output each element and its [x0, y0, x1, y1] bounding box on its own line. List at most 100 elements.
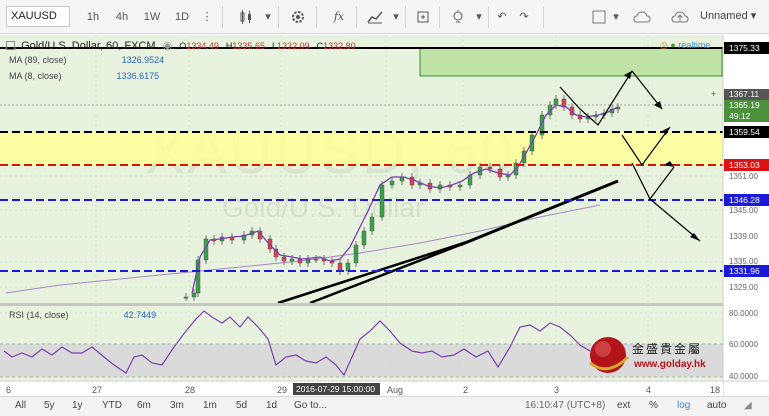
current-price-marker: + [711, 89, 716, 99]
range-3m-button[interactable]: 3m [170, 400, 184, 411]
layout-box-icon[interactable] [588, 5, 610, 28]
compare-dropdown-icon[interactable]: ▾ [393, 11, 399, 23]
range-all-button[interactable]: All [15, 400, 27, 411]
redo-icon[interactable]: ↷ [519, 11, 529, 23]
resize-chart-icon[interactable]: ◢ [744, 400, 752, 411]
chart-style-icon[interactable] [232, 5, 260, 28]
price-tick: 1339.00 [729, 232, 758, 241]
ma-89-legend: MA (89, close) 1326.9524 [9, 55, 164, 65]
level-label-1353-bg [724, 159, 769, 171]
trendline-middle [309, 243, 461, 305]
interval-4h-button[interactable]: 4h [115, 10, 129, 23]
layout-dropdown-icon[interactable]: ▾ [613, 11, 619, 23]
toolbar-divider [488, 6, 489, 28]
range-6m-button[interactable]: 6m [137, 400, 151, 411]
time-tick: 18 [710, 385, 720, 395]
realtime-status: ◷ ● realtime [660, 40, 710, 51]
level-label-1359-bg [724, 126, 769, 138]
candle-body [457, 184, 463, 188]
visibility-eye-icon[interactable]: ◉ [162, 40, 173, 52]
interval-1w-button[interactable]: 1W [143, 10, 161, 23]
level-label-1367: 1367.11 [729, 89, 759, 99]
compare-chart-icon[interactable] [362, 5, 388, 28]
lightbulb-dropdown-icon[interactable]: ▾ [476, 11, 482, 23]
trendline-upper [459, 179, 619, 247]
time-tick: Aug [387, 385, 403, 395]
logo-globe-highlight [595, 341, 611, 357]
candle-body [183, 296, 189, 299]
ma-8-line [191, 104, 619, 294]
level-label-1375: 1375.33 [729, 43, 760, 53]
level-label-1331: 1331.96 [729, 266, 760, 276]
candle-body [409, 176, 415, 186]
price-chart[interactable]: XAUUSD, 60 Gold/U.S. Dollar [0, 35, 769, 416]
rsi-label: RSI (14, close) [9, 310, 69, 320]
cloud-save-icon[interactable] [667, 5, 693, 28]
log-toggle[interactable]: log [677, 400, 691, 411]
candle-body [553, 98, 559, 106]
ext-toggle[interactable]: ext [617, 400, 631, 411]
ohlc-high: H1335.65 [225, 41, 265, 51]
ma-8-value: 1336.6175 [116, 71, 160, 81]
range-5d-button[interactable]: 5d [236, 400, 248, 411]
range-1d-button[interactable]: 1d [266, 400, 278, 411]
undo-icon[interactable]: ↶ [497, 11, 507, 23]
candle-body [337, 262, 343, 272]
candle-body [487, 166, 493, 170]
range-1y-button[interactable]: 1y [72, 400, 83, 411]
range-ytd-button[interactable]: YTD [102, 400, 122, 411]
settings-gear-icon[interactable] [286, 5, 310, 28]
auto-toggle[interactable]: auto [707, 400, 727, 411]
ma-8-label: MA (8, close) [9, 71, 62, 81]
chart-area[interactable]: XAUUSD, 60 Gold/U.S. Dollar [0, 35, 769, 416]
interval-1d-button[interactable]: 1D [174, 10, 190, 23]
user-menu[interactable]: Unnamed ▾ [700, 5, 756, 28]
collapse-icon[interactable] [6, 41, 15, 50]
interval-1h-button[interactable]: 1h [86, 10, 100, 23]
range-1m-button[interactable]: 1m [203, 400, 217, 411]
level-label-1346-bg [724, 194, 769, 206]
chart-style-dropdown-icon[interactable]: ▾ [265, 11, 271, 23]
last-price-label: 1365.19 [729, 100, 760, 110]
time-tick: 3 [554, 385, 559, 395]
interval-dropdown-icon[interactable]: ⋮ [201, 11, 213, 23]
price-tick: 1329.00 [729, 283, 758, 292]
toolbar: XAUUSD 1h 4h 1W 1D ⋮ ▾ fx ▾ ▾ ↶ ↷ ▾ Unna… [0, 0, 769, 34]
realtime-label: realtime [678, 40, 711, 50]
toolbar-divider [356, 6, 357, 28]
cloud-icon[interactable] [630, 5, 654, 28]
candle-body [289, 258, 295, 262]
realtime-clock-icon: ◷ [660, 40, 668, 50]
lightbulb-icon[interactable] [445, 5, 471, 28]
goto-button[interactable]: Go to... [294, 400, 327, 411]
candle-body [241, 234, 247, 241]
percent-toggle[interactable]: % [649, 400, 658, 411]
time-ticks: 6 27 28 29 Aug 2 3 4 18 [6, 385, 720, 395]
range-5y-button[interactable]: 5y [44, 400, 55, 411]
logo-url: www.golday.hk [633, 359, 706, 370]
level-label-1359: 1359.54 [729, 127, 760, 137]
ma-89-value: 1326.9524 [121, 55, 165, 65]
ma-8-legend: MA (8, close) 1336.6175 [9, 71, 159, 81]
resistance-box [419, 47, 723, 77]
ma-89-line [5, 204, 601, 294]
user-label: Unnamed [700, 10, 748, 22]
bottom-bar: All 5y 1y YTD 6m 3m 1m 5d 1d Go to... 16… [0, 396, 769, 416]
rsi-tick: 60.0000 [729, 340, 758, 349]
indicators-fx-icon[interactable]: fx [333, 10, 345, 23]
rsi-value: 42.7449 [123, 310, 157, 320]
ohlc-open-value: 1334.49 [186, 41, 219, 51]
toolbar-divider [439, 6, 440, 28]
candle-body [539, 114, 545, 136]
candle-body [369, 216, 375, 232]
candle-body [389, 180, 395, 186]
crosshair-time-label: 2016-07-29 15:00:00 [296, 384, 375, 394]
alert-icon[interactable] [410, 5, 436, 28]
rsi-legend: RSI (14, close) 42.7449 [9, 310, 156, 320]
toolbar-divider [222, 6, 223, 28]
toolbar-divider [316, 6, 317, 28]
time-tick: 2 [463, 385, 468, 395]
user-menu-chevron-icon: ▾ [750, 10, 757, 22]
clock-label: 16:10:47 (UTC+8) [525, 400, 606, 411]
symbol-search-input[interactable]: XAUUSD [6, 6, 70, 27]
